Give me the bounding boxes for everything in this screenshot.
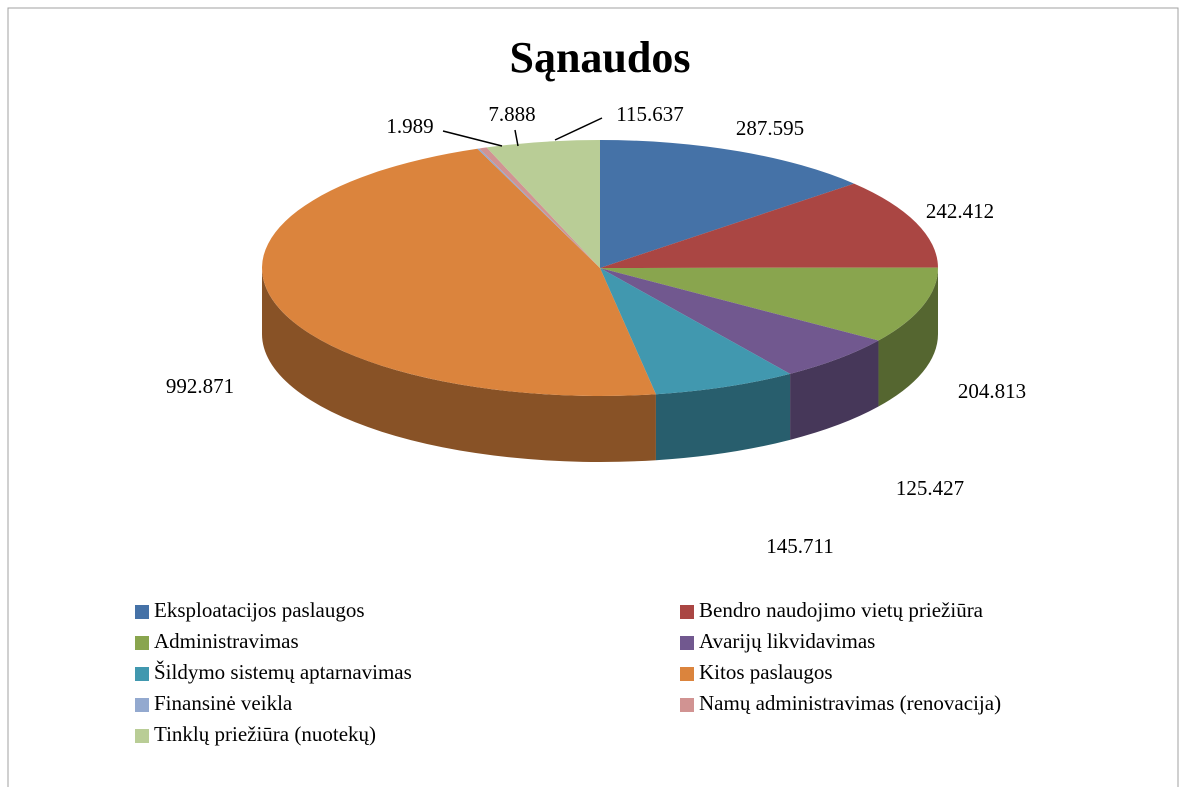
leader-line bbox=[554, 117, 603, 141]
slice-side bbox=[655, 373, 791, 461]
slice bbox=[262, 148, 656, 396]
chart-frame bbox=[7, 7, 1179, 787]
slice bbox=[600, 268, 879, 374]
legend-label: Šildymo sistemų aptarnavimas bbox=[154, 660, 412, 684]
legend-swatch bbox=[135, 605, 149, 619]
data-label: 115.637 bbox=[616, 102, 683, 126]
legend-swatch bbox=[680, 605, 694, 619]
legend-label: Namų administravimas (renovacija) bbox=[699, 691, 1001, 715]
data-label: 287.595 bbox=[736, 116, 804, 140]
data-label: 992.871 bbox=[166, 374, 234, 398]
legend-label: Eksploatacijos paslaugos bbox=[154, 598, 365, 622]
legend-swatch bbox=[135, 667, 149, 681]
data-label: 242.412 bbox=[926, 199, 994, 223]
legend-swatch bbox=[680, 667, 694, 681]
legend-label: Bendro naudojimo vietų priežiūra bbox=[699, 598, 984, 622]
slice bbox=[600, 268, 791, 395]
leader-line bbox=[514, 129, 519, 147]
legend-label: Avarijų likvidavimas bbox=[699, 629, 875, 653]
data-label: 1.989 bbox=[386, 114, 433, 138]
slice bbox=[486, 140, 600, 268]
legend-label: Tinklų priežiūra (nuotekų) bbox=[154, 722, 376, 746]
slice bbox=[600, 183, 938, 268]
slice bbox=[600, 267, 938, 341]
chart-title: Sąnaudos bbox=[509, 33, 690, 82]
legend-swatch bbox=[680, 698, 694, 712]
data-label: 7.888 bbox=[488, 102, 535, 126]
data-label: 125.427 bbox=[896, 476, 964, 500]
legend-swatch bbox=[135, 698, 149, 712]
slice-side bbox=[262, 268, 656, 462]
legend-label: Finansinė veikla bbox=[154, 691, 293, 715]
slice-side bbox=[790, 340, 879, 440]
slice bbox=[477, 148, 600, 268]
legend-swatch bbox=[680, 636, 694, 650]
slice bbox=[600, 140, 855, 268]
leader-line bbox=[442, 130, 503, 147]
legend-swatch bbox=[135, 729, 149, 743]
legend-label: Administravimas bbox=[154, 629, 299, 653]
legend-label: Kitos paslaugos bbox=[699, 660, 833, 684]
legend-swatch bbox=[135, 636, 149, 650]
slice-side bbox=[878, 268, 938, 407]
slice bbox=[479, 147, 600, 268]
data-label: 204.813 bbox=[958, 379, 1026, 403]
data-label: 145.711 bbox=[766, 534, 833, 558]
